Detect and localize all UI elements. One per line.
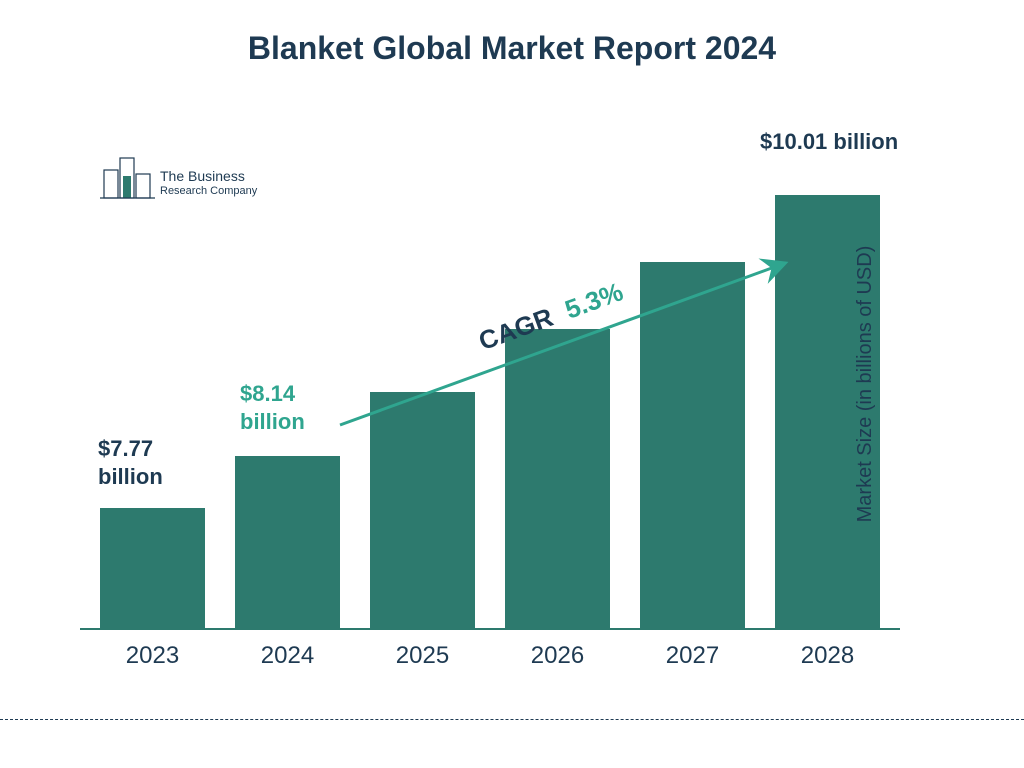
value-label: $10.01 billion <box>760 128 898 156</box>
value-label: $7.77billion <box>98 435 163 490</box>
bar <box>100 508 205 630</box>
x-axis-label: 2026 <box>505 642 610 670</box>
cagr-arrow <box>340 265 800 435</box>
x-axis-label: 2027 <box>640 642 745 670</box>
x-axis-label: 2028 <box>775 642 880 670</box>
chart-area: 2023 2024 2025 2026 2027 2028 $7.77billion $8.1… <box>80 100 900 670</box>
x-axis-label: 2023 <box>100 642 205 670</box>
cagr-annotation: CAGR 5.3% <box>340 265 800 425</box>
footer-divider <box>0 719 1024 720</box>
value-label: $8.14billion <box>240 380 305 435</box>
y-axis-label: Market Size (in billions of USD) <box>854 246 877 523</box>
x-axis-label: 2024 <box>235 642 340 670</box>
bar <box>235 456 340 630</box>
chart-title: Blanket Global Market Report 2024 <box>0 0 1024 77</box>
x-axis-label: 2025 <box>370 642 475 670</box>
